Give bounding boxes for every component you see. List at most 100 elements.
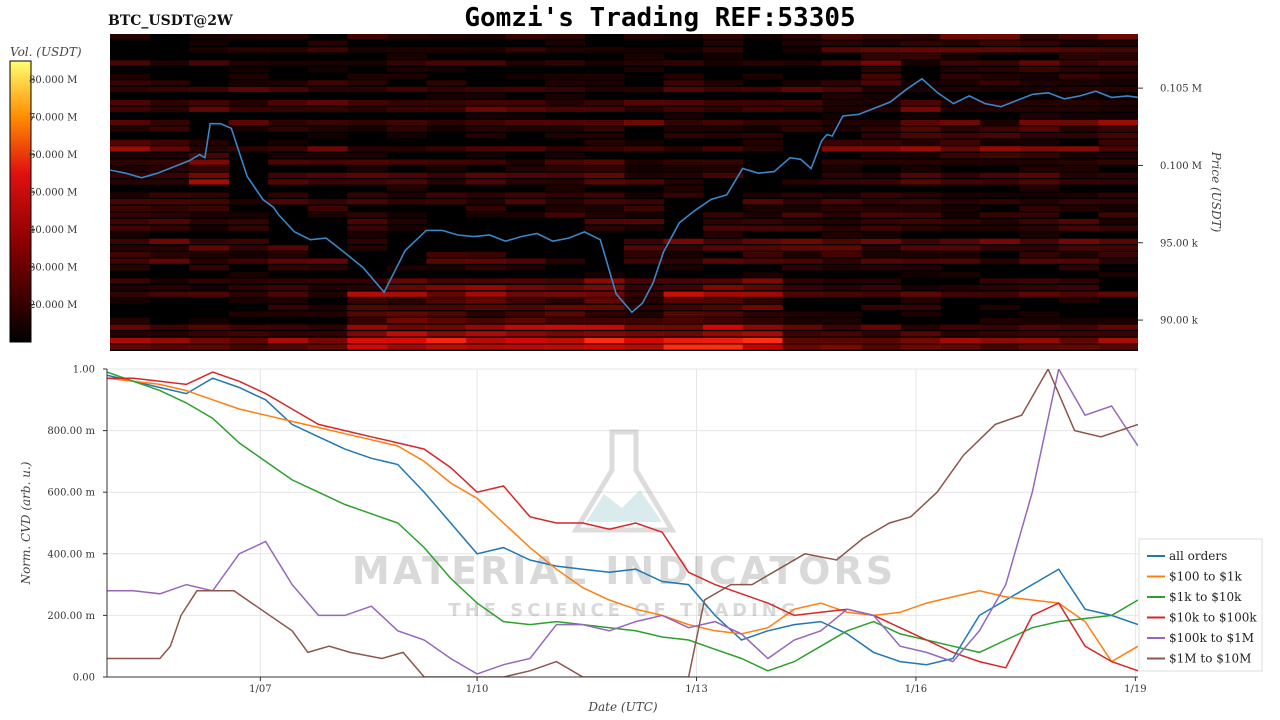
heatmap-cell — [347, 100, 388, 106]
heatmap-cell — [228, 67, 269, 73]
heatmap-cell — [426, 60, 467, 66]
heatmap-cell — [624, 139, 665, 145]
heatmap-cell — [1098, 146, 1138, 152]
heatmap-cell — [386, 34, 427, 40]
heatmap-cell — [465, 119, 506, 126]
heatmap-cell — [742, 86, 783, 93]
heatmap-cell — [900, 172, 941, 178]
heatmap-cell — [624, 60, 665, 66]
heatmap-cell — [189, 238, 230, 245]
heatmap-cell — [1019, 284, 1060, 291]
heatmap-cell — [1098, 238, 1138, 245]
heatmap-cell — [189, 344, 230, 350]
heatmap-cell — [426, 291, 467, 297]
heatmap-cell — [703, 47, 744, 53]
heatmap-cell — [189, 179, 230, 185]
heatmap-cell — [189, 251, 230, 258]
heatmap-cell — [821, 199, 862, 205]
heatmap-cell — [386, 159, 427, 165]
heatmap-cell — [703, 172, 744, 178]
heatmap-cell — [979, 258, 1020, 264]
heatmap-cell — [1098, 172, 1138, 178]
heatmap-cell — [584, 119, 625, 126]
heatmap-cell — [426, 284, 467, 291]
heatmap-cell — [347, 80, 388, 86]
heatmap-cell — [189, 212, 230, 218]
heatmap-cell — [900, 225, 941, 231]
heatmap-cell — [110, 278, 151, 284]
heatmap-cell — [110, 192, 151, 198]
heatmap-cell — [742, 126, 783, 132]
heatmap-cell — [505, 298, 546, 304]
heatmap-cell — [1019, 344, 1060, 350]
heatmap-cell — [940, 199, 981, 205]
heatmap-cell — [1058, 225, 1100, 231]
heatmap-cell — [544, 304, 586, 311]
cvd-y-tick-label: 1.00 — [73, 365, 95, 376]
heatmap-cell — [584, 284, 625, 291]
heatmap-cell — [663, 265, 704, 271]
heatmap-cell — [505, 113, 546, 119]
heatmap-cell — [110, 265, 151, 271]
heatmap-cell — [703, 159, 744, 165]
heatmap-cell — [624, 67, 665, 73]
heatmap-cell — [228, 86, 269, 93]
heatmap-cell — [703, 106, 744, 112]
heatmap-cell — [861, 205, 902, 211]
heatmap-cell — [624, 258, 665, 264]
heatmap-cell — [307, 344, 348, 350]
heatmap-cell — [900, 331, 941, 337]
heatmap-cell — [900, 53, 941, 60]
heatmap-cell — [742, 60, 783, 66]
heatmap-cell — [544, 146, 586, 152]
heatmap-cell — [1058, 73, 1100, 79]
heatmap-cell — [307, 205, 348, 211]
heatmap-cell — [426, 337, 467, 344]
heatmap-cell — [861, 278, 902, 284]
heatmap-cell — [149, 205, 190, 211]
heatmap-cell — [624, 179, 665, 185]
heatmap-cell — [782, 60, 823, 66]
heatmap-cell — [1098, 133, 1138, 139]
heatmap-cell — [544, 80, 586, 86]
heatmap-cell — [900, 265, 941, 271]
heatmap-cell — [505, 265, 546, 271]
flask-icon — [571, 429, 677, 533]
heatmap-cell — [347, 225, 388, 231]
heatmap-cell — [426, 100, 467, 106]
heatmap-cell — [347, 159, 388, 165]
heatmap-cell — [1019, 232, 1060, 238]
heatmap-cell — [347, 86, 388, 93]
heatmap-cell — [189, 60, 230, 66]
heatmap-cell — [110, 344, 151, 350]
heatmap-cell — [386, 67, 427, 73]
heatmap-cell — [624, 344, 665, 350]
heatmap-cell — [742, 73, 783, 79]
heatmap-cell — [861, 225, 902, 231]
heatmap-cell — [940, 324, 981, 330]
heatmap-cell — [110, 119, 151, 126]
heatmap-cell — [821, 80, 862, 86]
price-line — [110, 77, 1138, 314]
legend-entry: $100 to $1k — [1169, 570, 1242, 584]
heatmap-cell — [189, 284, 230, 291]
heatmap-cell — [1058, 80, 1100, 86]
legend-box — [1138, 538, 1263, 672]
legend-entry: all orders — [1169, 549, 1227, 563]
heatmap-cell — [663, 185, 704, 192]
heatmap-cell — [821, 311, 862, 317]
heatmap-cell — [782, 100, 823, 106]
heatmap-cell — [624, 291, 665, 297]
heatmap-cell — [544, 212, 586, 218]
heatmap-cell — [149, 146, 190, 152]
heatmap-cell — [663, 146, 704, 152]
heatmap-cell — [940, 271, 981, 278]
heatmap-cell — [979, 60, 1020, 66]
heatmap-cell — [861, 245, 902, 251]
heatmap-cell — [426, 86, 467, 93]
cvd-x-tick-label: 1/19 — [1124, 684, 1146, 695]
heatmap-cell — [940, 47, 981, 53]
heatmap-cell — [1058, 179, 1100, 185]
heatmap-cell — [189, 331, 230, 337]
heatmap-cell — [821, 324, 862, 330]
